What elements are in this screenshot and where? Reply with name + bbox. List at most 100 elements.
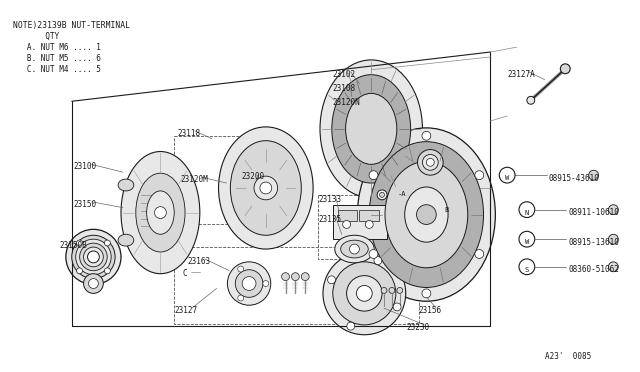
Circle shape bbox=[389, 288, 395, 294]
Ellipse shape bbox=[147, 191, 174, 234]
Text: 23118: 23118 bbox=[177, 129, 200, 138]
Bar bbox=[318, 195, 397, 259]
Circle shape bbox=[422, 131, 431, 140]
Circle shape bbox=[369, 250, 378, 259]
Circle shape bbox=[609, 205, 618, 215]
Circle shape bbox=[342, 221, 351, 228]
Ellipse shape bbox=[118, 234, 134, 246]
Circle shape bbox=[328, 276, 335, 284]
Circle shape bbox=[349, 244, 360, 254]
Circle shape bbox=[422, 154, 438, 170]
Text: NOTE)23139B NUT-TERMINAL: NOTE)23139B NUT-TERMINAL bbox=[13, 20, 130, 29]
Circle shape bbox=[237, 266, 244, 272]
Text: W: W bbox=[525, 239, 529, 245]
Circle shape bbox=[154, 207, 166, 218]
Text: 23127: 23127 bbox=[174, 306, 197, 315]
Text: 23156: 23156 bbox=[419, 306, 442, 315]
Text: 23150: 23150 bbox=[74, 200, 97, 209]
Circle shape bbox=[237, 295, 244, 301]
Circle shape bbox=[377, 190, 387, 200]
Text: 08915-43610: 08915-43610 bbox=[548, 174, 600, 183]
Text: N: N bbox=[525, 209, 529, 216]
Circle shape bbox=[347, 276, 382, 311]
Circle shape bbox=[475, 250, 484, 259]
Bar bbox=[174, 247, 419, 324]
Circle shape bbox=[499, 167, 515, 183]
Circle shape bbox=[76, 239, 111, 275]
Text: 08360-51062: 08360-51062 bbox=[568, 265, 619, 274]
Text: 23163: 23163 bbox=[187, 257, 210, 266]
Text: 23230: 23230 bbox=[406, 323, 430, 332]
Ellipse shape bbox=[320, 60, 422, 198]
Circle shape bbox=[323, 252, 406, 335]
Circle shape bbox=[422, 289, 431, 298]
Circle shape bbox=[475, 171, 484, 180]
Ellipse shape bbox=[335, 235, 374, 263]
Circle shape bbox=[519, 231, 535, 247]
Text: 23102: 23102 bbox=[333, 70, 356, 79]
Circle shape bbox=[263, 280, 269, 286]
Ellipse shape bbox=[136, 173, 185, 252]
Circle shape bbox=[356, 285, 372, 301]
Ellipse shape bbox=[346, 93, 397, 164]
Ellipse shape bbox=[404, 187, 448, 242]
Text: 23120N: 23120N bbox=[333, 98, 360, 108]
Circle shape bbox=[84, 247, 103, 267]
Circle shape bbox=[66, 230, 121, 285]
Circle shape bbox=[397, 288, 403, 294]
Circle shape bbox=[365, 221, 373, 228]
Circle shape bbox=[282, 273, 289, 280]
Circle shape bbox=[301, 273, 309, 280]
Text: 23108: 23108 bbox=[333, 84, 356, 93]
Circle shape bbox=[519, 202, 535, 218]
Circle shape bbox=[88, 251, 99, 263]
Text: -A: -A bbox=[398, 191, 406, 197]
Circle shape bbox=[84, 274, 103, 294]
Circle shape bbox=[374, 257, 382, 264]
Circle shape bbox=[236, 270, 263, 297]
Circle shape bbox=[417, 205, 436, 224]
Circle shape bbox=[79, 243, 108, 271]
Text: 23150B: 23150B bbox=[59, 241, 86, 250]
Ellipse shape bbox=[340, 240, 368, 258]
Ellipse shape bbox=[357, 128, 495, 301]
Circle shape bbox=[333, 262, 396, 325]
Circle shape bbox=[260, 182, 272, 194]
Text: A. NUT M6 .... 1: A. NUT M6 .... 1 bbox=[13, 43, 100, 52]
Ellipse shape bbox=[385, 161, 468, 268]
Circle shape bbox=[393, 303, 401, 311]
Text: W: W bbox=[505, 175, 509, 181]
Text: 23120M: 23120M bbox=[180, 175, 208, 184]
Bar bbox=[333, 205, 387, 239]
Ellipse shape bbox=[332, 75, 411, 183]
Circle shape bbox=[369, 171, 378, 180]
Circle shape bbox=[227, 262, 271, 305]
Circle shape bbox=[104, 268, 110, 274]
Ellipse shape bbox=[118, 179, 134, 191]
Circle shape bbox=[347, 322, 355, 330]
Circle shape bbox=[380, 192, 385, 197]
Circle shape bbox=[609, 234, 618, 244]
Circle shape bbox=[589, 170, 598, 180]
Bar bbox=[338, 210, 357, 221]
Text: A23'  0085: A23' 0085 bbox=[545, 353, 591, 362]
Circle shape bbox=[77, 240, 83, 246]
Circle shape bbox=[426, 158, 435, 166]
Text: 23127A: 23127A bbox=[507, 70, 535, 79]
Ellipse shape bbox=[121, 151, 200, 274]
Ellipse shape bbox=[369, 142, 484, 288]
Circle shape bbox=[104, 240, 110, 246]
Text: 23100: 23100 bbox=[74, 162, 97, 171]
Text: 23135: 23135 bbox=[318, 215, 341, 224]
Text: QTY: QTY bbox=[13, 32, 59, 41]
Circle shape bbox=[72, 235, 115, 279]
Text: C: C bbox=[182, 269, 187, 278]
Ellipse shape bbox=[230, 141, 301, 235]
Text: B. NUT M5 .... 6: B. NUT M5 .... 6 bbox=[13, 54, 100, 63]
Circle shape bbox=[417, 150, 443, 175]
Text: 08911-10610: 08911-10610 bbox=[568, 208, 619, 217]
Text: 23200: 23200 bbox=[241, 172, 264, 181]
Circle shape bbox=[77, 268, 83, 274]
Text: 23133: 23133 bbox=[318, 195, 341, 204]
Text: 08915-13610: 08915-13610 bbox=[568, 238, 619, 247]
